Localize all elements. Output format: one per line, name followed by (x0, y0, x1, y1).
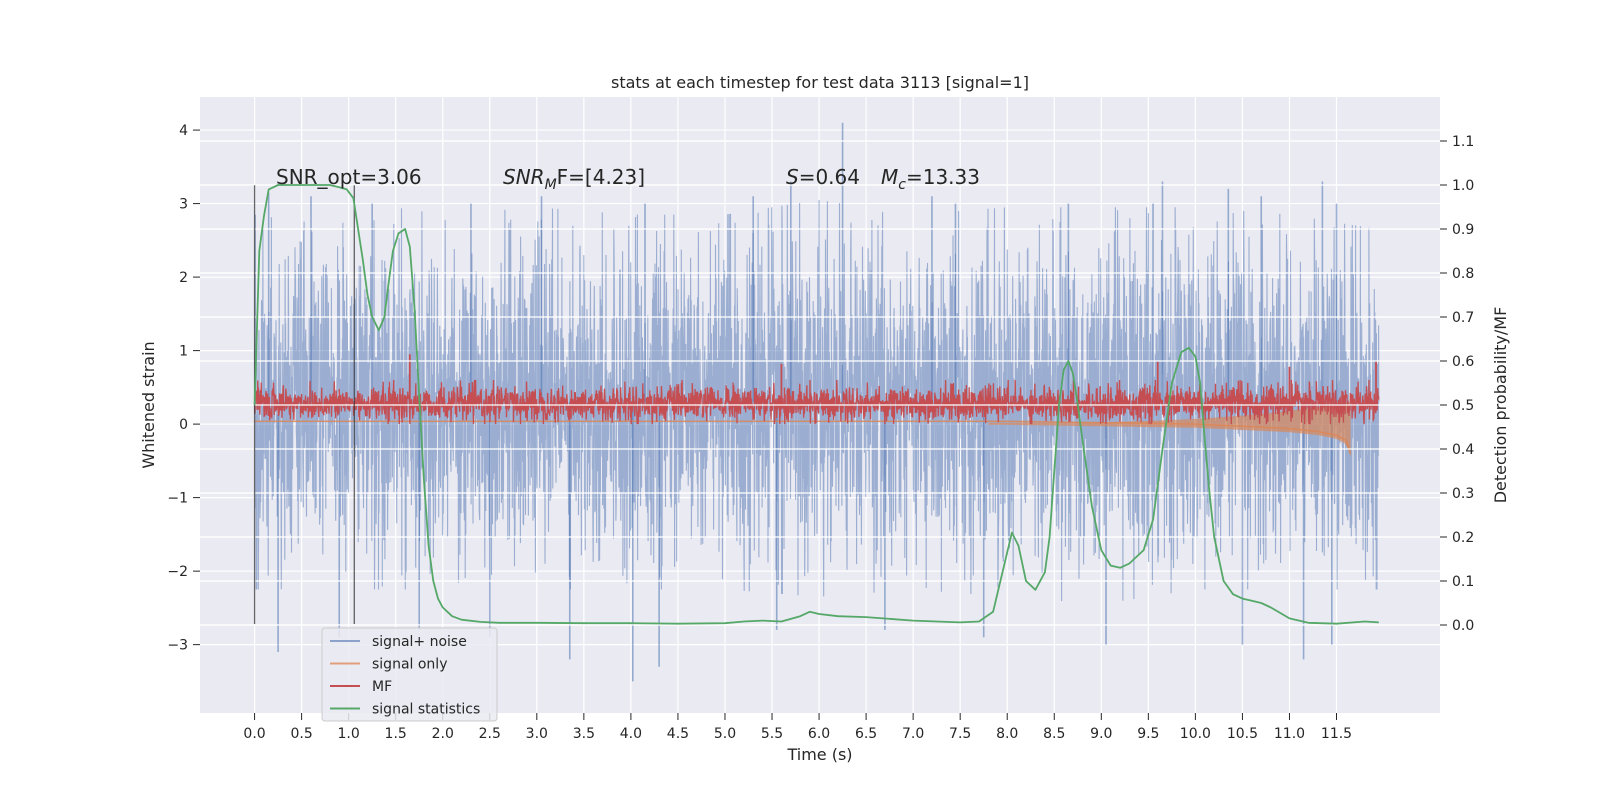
legend-label: signal+ noise (372, 634, 467, 650)
x-tick-label: 0.5 (290, 726, 312, 742)
y-axis-left: 4 3 2 1 0 −1 −2 −3 (167, 123, 200, 654)
y-right-tick-label: 1.1 (1452, 134, 1474, 150)
y-left-tick-label: 2 (179, 270, 188, 286)
x-tick-label: 3.0 (526, 726, 548, 742)
legend-frame (321, 627, 498, 722)
x-tick-label: 0.0 (243, 726, 265, 742)
x-tick-label: 5.5 (761, 726, 783, 742)
legend-label: signal statistics (372, 702, 480, 718)
y-axis-right: 1.1 1.0 0.9 0.8 0.7 0.6 0.5 0.4 0.3 0.2 0.1 0.0 (1440, 134, 1474, 634)
y-right-tick-label: 0.4 (1452, 442, 1474, 458)
annotation-snr-mf: SNRMF=[4.23] (503, 165, 645, 193)
x-axis: 0.0 0.5 1.0 1.5 2.0 2.5 3.0 3.5 4.0 4.5 5.0 5.5 6.0 6… (243, 713, 1352, 742)
y-right-tick-label: 0.1 (1452, 574, 1474, 590)
x-tick-label: 3.5 (573, 726, 595, 742)
y-left-tick-label: −3 (167, 638, 188, 654)
y-right-tick-label: 0.7 (1452, 310, 1474, 326)
annotation-mc-sub: c (898, 177, 906, 193)
y-right-tick-label: 0.0 (1452, 618, 1474, 634)
signal-noise-trace (254, 199, 1380, 602)
annotation-snr-opt: SNR_opt=3.06 (276, 165, 422, 189)
x-tick-label: 5.0 (714, 726, 736, 742)
annotation-snr-mf-c: F=[4.23] (557, 165, 645, 189)
y-right-tick-label: 0.8 (1452, 266, 1474, 282)
annotation-mc-a: M (881, 165, 898, 189)
x-tick-label: 8.0 (996, 726, 1018, 742)
annotation-mc: Mc=13.33 (881, 165, 980, 193)
legend-label: MF (372, 679, 392, 695)
series-signal-plus-noise (254, 122, 1380, 682)
annotation-s: S=0.64 (786, 165, 860, 189)
x-tick-label: 4.5 (667, 726, 689, 742)
x-tick-label: 10.0 (1180, 726, 1211, 742)
x-tick-label: 7.5 (949, 726, 971, 742)
x-tick-label: 11.5 (1321, 726, 1352, 742)
y-right-tick-label: 0.9 (1452, 222, 1474, 238)
x-tick-label: 9.5 (1137, 726, 1159, 742)
signal-only-trace (254, 420, 1352, 454)
x-tick-label: 1.5 (385, 726, 407, 742)
x-tick-label: 10.5 (1227, 726, 1258, 742)
x-tick-label: 9.0 (1090, 726, 1112, 742)
legend: signal+ noise signal only MF signal statist… (321, 627, 498, 722)
chart-title: stats at each timestep for test data 311… (611, 73, 1029, 92)
x-tick-label: 8.5 (1043, 726, 1065, 742)
y-left-tick-label: 4 (179, 123, 188, 139)
annotation-snr-mf-a: SNR (503, 165, 545, 189)
y-right-tick-label: 0.5 (1452, 398, 1474, 414)
x-tick-label: 1.0 (338, 726, 360, 742)
x-tick-label: 11.0 (1274, 726, 1305, 742)
mf-trace (253, 379, 1380, 425)
annotation-snr-mf-sub: M (545, 177, 557, 193)
x-tick-label: 4.0 (620, 726, 642, 742)
y-axis-left-label: Whitened strain (139, 341, 158, 468)
annotation-mc-c: =13.33 (906, 165, 980, 189)
x-tick-label: 2.5 (479, 726, 501, 742)
x-tick-label: 6.0 (808, 726, 830, 742)
x-tick-label: 7.0 (902, 726, 924, 742)
series-mf (253, 354, 1380, 425)
annotation-s-a: S (786, 165, 799, 189)
signal-statistics-trace (253, 184, 1379, 625)
y-left-tick-label: 1 (179, 344, 188, 360)
y-right-tick-label: 0.3 (1452, 486, 1474, 502)
y-left-tick-label: −1 (167, 491, 188, 507)
x-tick-label: 6.5 (855, 726, 877, 742)
x-axis-label: Time (s) (786, 745, 852, 764)
y-right-tick-label: 0.6 (1452, 354, 1474, 370)
legend-label: signal only (372, 657, 447, 673)
series-signal-statistics (253, 184, 1379, 625)
annotation-s-b: =0.64 (799, 165, 860, 189)
x-tick-label: 2.0 (432, 726, 454, 742)
grid-overlay (200, 140, 1440, 626)
y-axis-right-label: Detection probability/MF (1491, 307, 1510, 504)
y-right-tick-label: 0.2 (1452, 530, 1474, 546)
y-right-tick-label: 1.0 (1452, 178, 1474, 194)
y-left-tick-label: 3 (179, 197, 188, 213)
y-left-tick-label: −2 (167, 564, 188, 580)
y-left-tick-label: 0 (179, 417, 188, 433)
